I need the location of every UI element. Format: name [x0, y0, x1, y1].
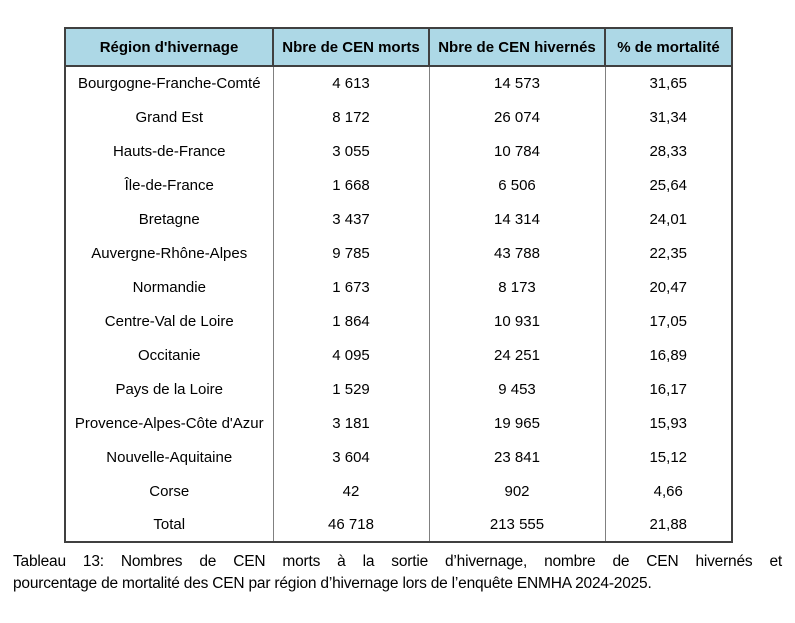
total-row: Total 46 718 213 555 21,88: [64, 508, 733, 542]
value-cell: 213 555: [428, 508, 606, 542]
value-cell: 24,01: [604, 202, 733, 236]
column-header-2: Nbre de CEN hivernés: [428, 27, 606, 67]
region-cell: Normandie: [64, 270, 274, 304]
region-cell: Auvergne-Rhône-Alpes: [64, 236, 274, 270]
value-cell: 17,05: [604, 304, 733, 338]
value-cell: 42: [272, 474, 430, 508]
table-row: Bretagne 3 437 14 314 24,01: [64, 202, 733, 236]
value-cell: 15,12: [604, 440, 733, 474]
table-row: Centre-Val de Loire 1 864 10 931 17,05: [64, 304, 733, 338]
table-row: Occitanie 4 095 24 251 16,89: [64, 338, 733, 372]
table-row: Pays de la Loire 1 529 9 453 16,17: [64, 372, 733, 406]
region-cell: Occitanie: [64, 338, 274, 372]
value-cell: 22,35: [604, 236, 733, 270]
value-cell: 3 181: [272, 406, 430, 440]
value-cell: 8 172: [272, 100, 430, 134]
value-cell: 19 965: [428, 406, 606, 440]
value-cell: 6 506: [428, 168, 606, 202]
value-cell: 1 864: [272, 304, 430, 338]
value-cell: 15,93: [604, 406, 733, 440]
region-cell: Corse: [64, 474, 274, 508]
value-cell: 3 055: [272, 134, 430, 168]
table-row: Normandie 1 673 8 173 20,47: [64, 270, 733, 304]
value-cell: 16,89: [604, 338, 733, 372]
table-caption: Tableau 13: Nombres de CEN morts à la so…: [13, 551, 782, 595]
value-cell: 3 604: [272, 440, 430, 474]
table-row: Bourgogne-Franche-Comté 4 613 14 573 31,65: [64, 66, 733, 100]
region-cell: Île-de-France: [64, 168, 274, 202]
value-cell: 1 529: [272, 372, 430, 406]
region-cell: Provence-Alpes-Côte d'Azur: [64, 406, 274, 440]
region-cell: Pays de la Loire: [64, 372, 274, 406]
header-row: Région d'hivernage Nbre de CEN morts Nbre …: [64, 27, 733, 67]
value-cell: 1 668: [272, 168, 430, 202]
mortality-table: Région d'hivernage Nbre de CEN morts Nbre …: [64, 27, 733, 543]
table-row: Corse 42 902 4,66: [64, 474, 733, 508]
table-row: Hauts-de-France 3 055 10 784 28,33: [64, 134, 733, 168]
value-cell: 14 314: [428, 202, 606, 236]
caption-line-2: pourcentage de mortalité des CEN par rég…: [13, 575, 652, 592]
column-header-1: Nbre de CEN morts: [272, 27, 430, 67]
region-cell: Centre-Val de Loire: [64, 304, 274, 338]
value-cell: 31,65: [604, 66, 733, 100]
value-cell: 43 788: [428, 236, 606, 270]
value-cell: 1 673: [272, 270, 430, 304]
table-row: Provence-Alpes-Côte d'Azur 3 181 19 965 15,…: [64, 406, 733, 440]
table-row: Auvergne-Rhône-Alpes 9 785 43 788 22,35: [64, 236, 733, 270]
value-cell: 31,34: [604, 100, 733, 134]
value-cell: 14 573: [428, 66, 606, 100]
region-cell: Bourgogne-Franche-Comté: [64, 66, 274, 100]
value-cell: 16,17: [604, 372, 733, 406]
table-header: Région d'hivernage Nbre de CEN morts Nbre …: [64, 27, 733, 67]
column-header-3: % de mortalité: [604, 27, 733, 67]
table-row: Nouvelle-Aquitaine 3 604 23 841 15,12: [64, 440, 733, 474]
region-cell: Hauts-de-France: [64, 134, 274, 168]
table-row: Île-de-France 1 668 6 506 25,64: [64, 168, 733, 202]
region-cell: Grand Est: [64, 100, 274, 134]
caption-line-1: Tableau 13: Nombres de CEN morts à la so…: [13, 553, 782, 570]
value-cell: 46 718: [272, 508, 430, 542]
value-cell: 902: [428, 474, 606, 508]
value-cell: 3 437: [272, 202, 430, 236]
value-cell: 25,64: [604, 168, 733, 202]
value-cell: 8 173: [428, 270, 606, 304]
region-cell: Total: [64, 508, 274, 542]
value-cell: 4,66: [604, 474, 733, 508]
column-header-0: Région d'hivernage: [64, 27, 274, 67]
value-cell: 20,47: [604, 270, 733, 304]
region-cell: Bretagne: [64, 202, 274, 236]
value-cell: 23 841: [428, 440, 606, 474]
region-cell: Nouvelle-Aquitaine: [64, 440, 274, 474]
table-body: Bourgogne-Franche-Comté 4 613 14 573 31,65 G…: [64, 66, 733, 542]
value-cell: 28,33: [604, 134, 733, 168]
value-cell: 10 931: [428, 304, 606, 338]
value-cell: 4 613: [272, 66, 430, 100]
value-cell: 10 784: [428, 134, 606, 168]
value-cell: 4 095: [272, 338, 430, 372]
table-row: Grand Est 8 172 26 074 31,34: [64, 100, 733, 134]
value-cell: 26 074: [428, 100, 606, 134]
value-cell: 24 251: [428, 338, 606, 372]
value-cell: 21,88: [604, 508, 733, 542]
value-cell: 9 453: [428, 372, 606, 406]
value-cell: 9 785: [272, 236, 430, 270]
